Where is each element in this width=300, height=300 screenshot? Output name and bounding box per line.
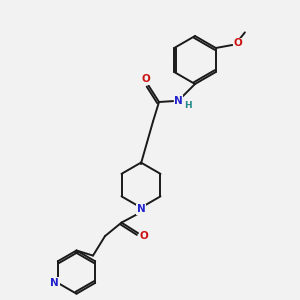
Text: O: O — [141, 74, 150, 85]
Text: H: H — [184, 101, 192, 110]
Text: N: N — [50, 278, 59, 288]
Text: N: N — [136, 204, 146, 214]
Text: N: N — [174, 95, 183, 106]
Text: O: O — [233, 38, 242, 49]
Text: O: O — [140, 231, 148, 241]
